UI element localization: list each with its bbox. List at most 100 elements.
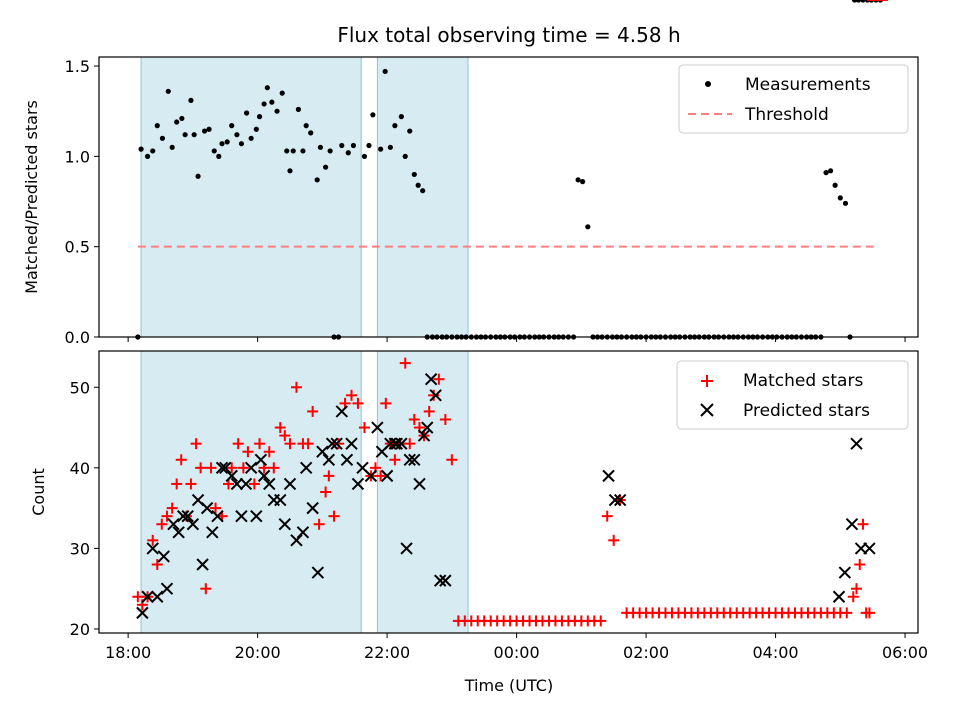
measurement-point (580, 179, 586, 185)
predicted-star-point (278, 518, 292, 531)
matched-star-point (161, 510, 173, 522)
measurement-point (264, 85, 270, 91)
legend-matched-label: Matched stars (743, 371, 863, 391)
measurement-point (174, 119, 180, 125)
predicted-star-point (330, 437, 343, 450)
measurement-point (392, 123, 398, 129)
predicted-star-stroke (850, 437, 863, 450)
matched-star-point (313, 518, 325, 530)
legend-predicted-label: Predicted stars (743, 401, 870, 421)
matched-star-point (274, 422, 286, 434)
matched-star-point (408, 413, 420, 425)
measurement-point (575, 177, 581, 183)
legend-matched-marker (701, 375, 713, 387)
predicted-star-point (832, 590, 846, 603)
measurement-point (350, 142, 357, 149)
predicted-star-stroke (263, 477, 276, 491)
predicted-star-stroke (141, 590, 154, 603)
predicted-star-point (160, 582, 174, 595)
predicted-star-stroke (290, 534, 303, 547)
predicted-star-point (395, 437, 408, 450)
predicted-star-stroke (433, 574, 447, 587)
predicted-star-stroke (211, 509, 224, 523)
x-tick-label: 02:00 (623, 643, 669, 662)
predicted-star-point (316, 445, 329, 458)
predicted-star-stroke (356, 461, 369, 475)
legend-measurements-marker (705, 81, 711, 87)
predicted-star-stroke (160, 582, 174, 595)
x-tick-label: 04:00 (753, 643, 799, 662)
bottom-legend: Matched stars Predicted stars (676, 360, 909, 430)
predicted-star-stroke (395, 437, 408, 450)
predicted-star-stroke (299, 461, 313, 475)
matched-star-point (850, 583, 862, 595)
predicted-star-stroke (400, 542, 413, 555)
bottom-panel: 18:00 20:00 22:00 00:00 02:00 04:00 06:00 20 30 4… (29, 0, 928, 695)
predicted-star-point (254, 453, 268, 466)
measurement-point (216, 153, 222, 159)
predicted-star-point (146, 542, 159, 555)
measurement-point (420, 188, 426, 194)
matched-star-point (268, 462, 280, 474)
matched-star-point (380, 397, 392, 409)
predicted-star-stroke (380, 469, 394, 483)
measurement-point (154, 123, 160, 129)
matched-star-point (854, 559, 866, 571)
measurement-point (238, 141, 245, 147)
predicted-star-stroke (219, 461, 232, 475)
predicted-star-point (351, 477, 365, 491)
predicted-star-point (215, 461, 229, 475)
measurement-point (345, 150, 351, 156)
predicted-star-stroke (196, 558, 209, 571)
matched-star-point (210, 502, 222, 514)
predicted-star-stroke (254, 453, 268, 466)
predicted-star-point (325, 437, 339, 450)
measurement-point (308, 130, 314, 136)
measurement-point (855, 0, 862, 3)
measurement-point (415, 182, 421, 188)
measurement-point (219, 141, 225, 147)
legend-predicted-marker (700, 403, 714, 417)
x-tick-label: 00:00 (494, 643, 540, 662)
measurement-point (339, 142, 345, 149)
predicted-star-stroke (364, 469, 378, 483)
predicted-star-stroke (283, 477, 297, 491)
x-axis-label: Time (UTC) (464, 676, 553, 695)
predicted-star-point (263, 477, 276, 491)
predicted-star-point (186, 518, 200, 531)
matched-star-point (237, 462, 249, 474)
predicted-star-stroke (403, 453, 416, 466)
predicted-star-stroke (274, 493, 287, 507)
predicted-star-point (200, 501, 214, 515)
measurement-point (382, 68, 388, 75)
measurement-point (290, 148, 296, 154)
predicted-star-point (230, 477, 244, 491)
matched-star-point (185, 478, 197, 490)
predicted-star-stroke (250, 509, 263, 523)
measurement-point (387, 144, 393, 150)
measurement-point (402, 153, 408, 159)
matched-star-point (423, 405, 435, 417)
measurement-point (274, 108, 280, 114)
measurement-point (323, 164, 329, 170)
predicted-star-stroke (230, 477, 244, 491)
matched-star-point (375, 470, 387, 482)
predicted-star-stroke (311, 566, 325, 579)
predicted-star-point (167, 518, 180, 531)
measurement-point (860, 0, 866, 3)
matched-star-point (358, 422, 370, 434)
top-y-tick-label: 0.0 (65, 328, 90, 347)
measurement-point (150, 148, 156, 154)
measurement-point (144, 153, 151, 159)
measurement-point (195, 173, 201, 179)
predicted-star-point (380, 469, 394, 483)
x-tick-label: 06:00 (882, 643, 928, 662)
predicted-star-stroke (244, 461, 258, 475)
predicted-star-point (322, 453, 336, 466)
bottom-y-tick-label: 20 (70, 620, 90, 639)
predicted-star-stroke (167, 518, 180, 531)
predicted-star-point (290, 534, 303, 547)
predicted-star-stroke (257, 469, 271, 483)
matched-star-point (132, 591, 144, 603)
